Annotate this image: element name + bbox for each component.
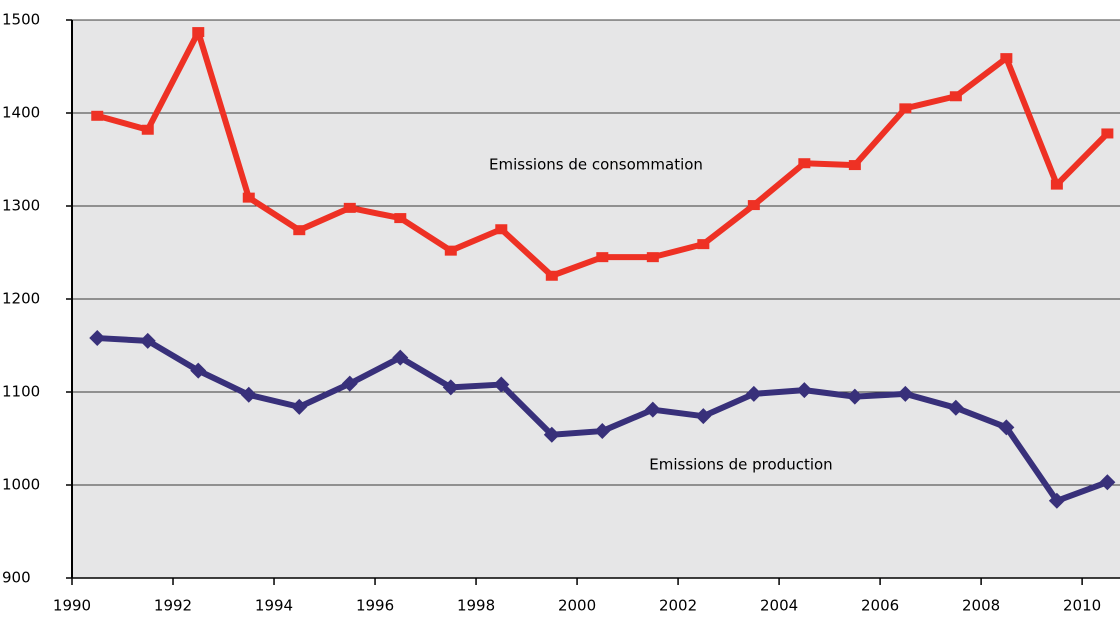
point [646,252,659,263]
point [1050,179,1063,190]
point [1099,474,1116,491]
series-label: Emissions de production [649,456,832,474]
x-tick-label: 1998 [457,597,495,615]
point [242,192,255,203]
x-tick-label: 1996 [356,597,394,615]
point [293,225,306,236]
point [141,124,154,135]
point [848,160,861,171]
point [139,332,156,349]
point [493,376,510,393]
point [495,224,508,235]
point [594,423,611,440]
point [899,103,912,114]
y-tick-label: 1200 [2,290,40,308]
point [1048,492,1065,509]
point [644,401,661,418]
point [543,426,560,443]
x-tick-label: 2008 [962,597,1000,615]
x-tick-label: 1992 [154,597,192,615]
x-tick-label: 2004 [760,597,798,615]
y-tick-label: 1000 [2,476,40,494]
y-tick-label: 900 [2,569,31,587]
point [695,408,712,425]
y-tick-label: 1300 [2,197,40,215]
series-label: Emissions de consommation [489,156,703,174]
x-tick-label: 2010 [1063,597,1101,615]
point [240,386,257,403]
point [998,419,1015,436]
point [1000,53,1013,64]
point [1101,128,1114,139]
point [596,252,609,263]
point [394,213,407,224]
point [91,110,104,121]
point [89,330,106,347]
x-tick-label: 2006 [861,597,899,615]
x-tick-label: 1994 [255,597,293,615]
point [343,202,356,213]
x-tick-label: 2000 [558,597,596,615]
point [545,270,558,281]
point [192,27,205,38]
point [745,385,762,402]
y-tick-label: 1500 [2,11,40,29]
x-tick-label: 2002 [659,597,697,615]
point [949,91,962,102]
y-tick-label: 1100 [2,383,40,401]
point [392,349,409,366]
y-tick-label: 1400 [2,104,40,122]
point [444,245,457,256]
point [747,200,760,211]
point [341,375,358,392]
point [697,239,710,250]
point [897,385,914,402]
point [798,158,811,169]
point [846,388,863,405]
point [442,379,459,396]
point [291,398,308,415]
point [796,382,813,399]
point [190,362,207,379]
point [947,399,964,416]
x-tick-label: 1990 [53,597,91,615]
